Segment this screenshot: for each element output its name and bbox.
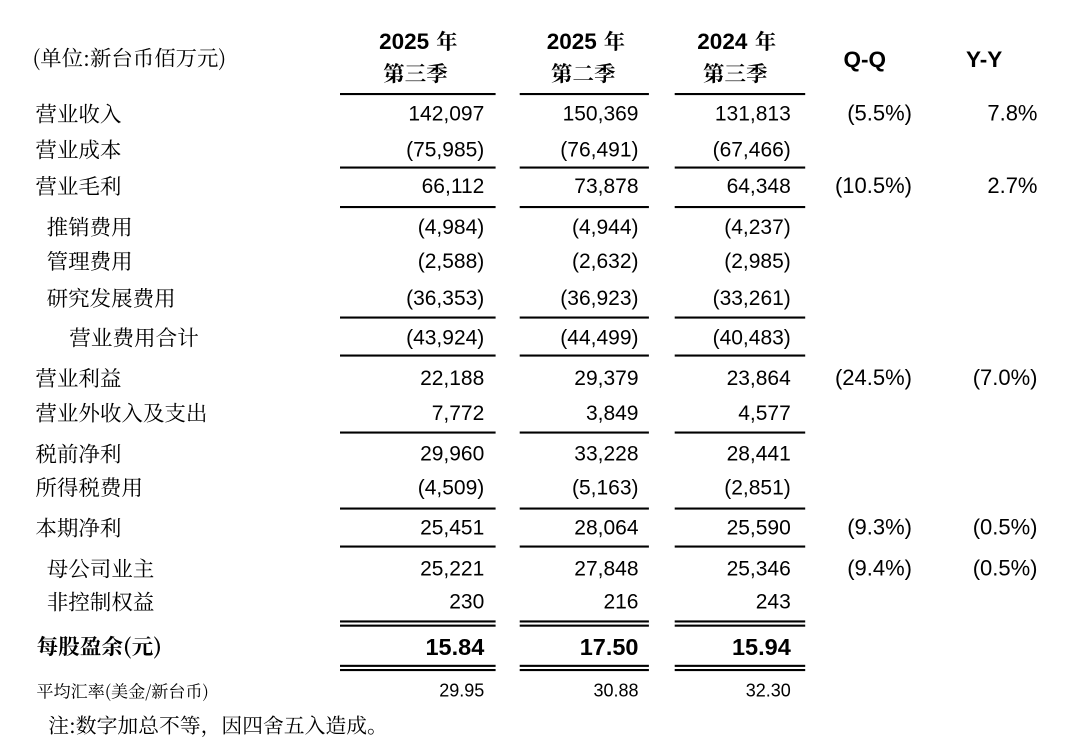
svg-text:25,590: 25,590 <box>727 517 791 540</box>
svg-text:66,112: 66,112 <box>422 175 485 198</box>
svg-text:230: 230 <box>449 591 484 614</box>
svg-text:30.88: 30.88 <box>593 681 638 701</box>
svg-text:(4,984): (4,984) <box>418 216 485 239</box>
svg-text:(2,985): (2,985) <box>724 250 791 273</box>
svg-text:150,369: 150,369 <box>563 103 639 126</box>
svg-text:216: 216 <box>603 591 638 614</box>
svg-text:3,849: 3,849 <box>586 402 639 425</box>
svg-text:(0.5%): (0.5%) <box>973 515 1038 540</box>
svg-text:(9.4%): (9.4%) <box>847 556 912 581</box>
svg-text:(2,632): (2,632) <box>572 250 639 273</box>
svg-text:(67,466): (67,466) <box>713 139 791 162</box>
svg-text:22,188: 22,188 <box>420 367 484 390</box>
svg-text:29,960: 29,960 <box>420 443 484 466</box>
svg-text:(24.5%): (24.5%) <box>835 365 912 390</box>
svg-text:(4,237): (4,237) <box>724 216 791 239</box>
svg-text:33,228: 33,228 <box>574 443 638 466</box>
svg-text:7.8%: 7.8% <box>987 101 1037 126</box>
svg-text:2024: 2024 <box>697 29 748 54</box>
svg-text:(75,985): (75,985) <box>406 139 484 162</box>
svg-text:(7.0%): (7.0%) <box>973 365 1038 390</box>
svg-text:28,441: 28,441 <box>727 443 791 466</box>
svg-text:32.30: 32.30 <box>746 681 791 701</box>
svg-text:(44,499): (44,499) <box>560 327 638 350</box>
svg-text:(9.3%): (9.3%) <box>847 515 912 540</box>
svg-text:(40,483): (40,483) <box>713 327 791 350</box>
svg-text:7,772: 7,772 <box>432 402 485 425</box>
svg-text:17.50: 17.50 <box>580 634 639 660</box>
svg-text:25,346: 25,346 <box>727 558 791 581</box>
svg-text:243: 243 <box>756 591 791 614</box>
svg-text:(76,491): (76,491) <box>560 139 638 162</box>
svg-text:Q-Q: Q-Q <box>844 47 887 72</box>
svg-text:(36,353): (36,353) <box>406 287 484 310</box>
svg-text:(4,944): (4,944) <box>572 216 639 239</box>
svg-text:4,577: 4,577 <box>738 402 791 425</box>
svg-text:15.84: 15.84 <box>425 634 484 660</box>
svg-text:29.95: 29.95 <box>439 681 484 701</box>
svg-text:Y-Y: Y-Y <box>966 47 1002 72</box>
svg-text:(36,923): (36,923) <box>560 287 638 310</box>
svg-text:15.94: 15.94 <box>732 634 791 660</box>
svg-text:(33,261): (33,261) <box>713 287 791 310</box>
svg-text:28,064: 28,064 <box>574 517 639 540</box>
svg-text:27,848: 27,848 <box>574 558 638 581</box>
svg-text:(5.5%): (5.5%) <box>847 101 912 126</box>
svg-text:29,379: 29,379 <box>574 367 638 390</box>
svg-text:(2,851): (2,851) <box>724 476 791 499</box>
svg-text:73,878: 73,878 <box>574 175 638 198</box>
svg-text:2.7%: 2.7% <box>987 173 1037 198</box>
svg-text:2025: 2025 <box>379 29 429 54</box>
svg-text:142,097: 142,097 <box>408 103 484 126</box>
svg-text:(0.5%): (0.5%) <box>973 556 1038 581</box>
svg-text:(43,924): (43,924) <box>406 327 484 350</box>
svg-text:(5,163): (5,163) <box>572 476 639 499</box>
svg-text:25,451: 25,451 <box>420 517 484 540</box>
svg-text:25,221: 25,221 <box>420 558 484 581</box>
svg-text:(10.5%): (10.5%) <box>835 173 912 198</box>
svg-text:23,864: 23,864 <box>727 367 792 390</box>
svg-text:64,348: 64,348 <box>727 175 791 198</box>
svg-text:131,813: 131,813 <box>715 103 791 126</box>
svg-text:2025: 2025 <box>547 29 597 54</box>
svg-text:(4,509): (4,509) <box>418 476 485 499</box>
svg-text:(2,588): (2,588) <box>418 250 485 273</box>
